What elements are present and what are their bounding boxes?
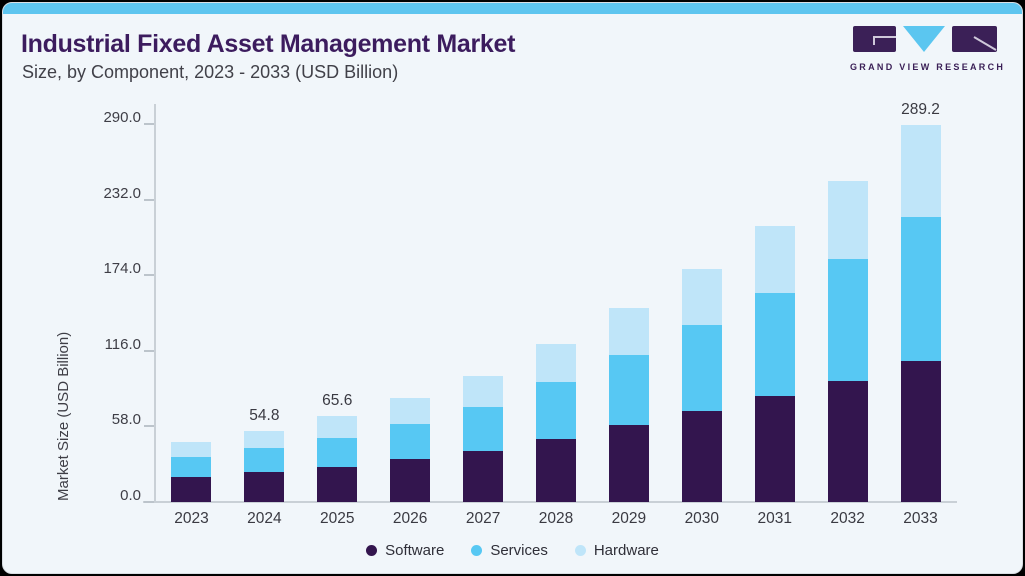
bar-2032 xyxy=(827,180,868,502)
y-tick-mark xyxy=(144,425,154,428)
bar-segment-2023-software xyxy=(171,476,212,502)
logo-g-glyph xyxy=(873,36,896,45)
bar-segment-2032-hardware xyxy=(827,180,868,260)
bar-segment-2024-software xyxy=(244,471,285,502)
gvr-logo-mark xyxy=(853,26,997,52)
bar-segment-2028-services xyxy=(536,382,576,440)
logo-r-glyph xyxy=(973,36,997,51)
bar-segment-2026-hardware xyxy=(390,397,431,424)
y-tick-mark xyxy=(144,501,154,503)
bar-2026 xyxy=(390,397,431,502)
bar-segment-2025-hardware xyxy=(317,416,358,438)
gvr-logo: GRAND VIEW RESEARCH xyxy=(850,23,1006,72)
x-tick-label-2033: 2033 xyxy=(903,510,938,527)
legend-dot-services xyxy=(471,545,483,556)
x-tick-label-2030: 2030 xyxy=(684,510,720,527)
x-tick-label-2031: 2031 xyxy=(757,510,792,527)
legend-item-services: Services xyxy=(471,542,548,559)
bar-segment-2029-services xyxy=(608,354,649,426)
y-axis-title: Market Size (USD Billion) xyxy=(55,331,72,501)
bar-segment-2023-services xyxy=(171,457,212,477)
bar-segment-2025-services xyxy=(317,437,358,467)
x-tick-label-2029: 2029 xyxy=(611,510,647,527)
bar-total-label-2033: 289.2 xyxy=(901,101,940,119)
logo-r-block xyxy=(952,26,997,52)
bar-2029 xyxy=(608,308,649,502)
bar-segment-2026-services xyxy=(390,423,431,460)
bar-2025 xyxy=(317,416,358,502)
y-tick-label: 290.0 xyxy=(103,109,141,126)
bar-2024 xyxy=(244,430,285,502)
bar-segment-2033-software xyxy=(900,361,941,502)
bar-segment-2027-software xyxy=(463,451,504,502)
bar-segment-2029-software xyxy=(608,425,649,502)
x-axis-baseline xyxy=(143,501,957,503)
bar-segment-2031-services xyxy=(754,292,795,397)
bar-segment-2033-hardware xyxy=(900,125,941,217)
logo-v-triangle xyxy=(903,26,945,52)
bar-2030 xyxy=(681,269,722,502)
legend-item-software: Software xyxy=(366,542,444,559)
legend-label: Hardware xyxy=(593,542,659,559)
bar-segment-2026-software xyxy=(390,459,431,502)
page-subtitle: Size, by Component, 2023 - 2033 (USD Bil… xyxy=(22,62,399,82)
bar-2033 xyxy=(900,125,941,502)
legend-dot-hardware xyxy=(574,545,586,556)
y-tick-mark xyxy=(144,274,154,277)
bar-segment-2030-hardware xyxy=(681,269,722,326)
top-accent-bar xyxy=(3,3,1022,14)
y-tick-label: 116.0 xyxy=(104,335,141,353)
bar-segment-2023-hardware xyxy=(171,442,212,458)
y-tick-label: 232.0 xyxy=(103,184,141,202)
y-tick-label: 174.0 xyxy=(103,260,141,278)
bar-2031 xyxy=(754,225,795,502)
y-tick-label: 58.0 xyxy=(111,411,141,429)
bar-segment-2031-hardware xyxy=(754,225,795,293)
legend: Software Services Hardware xyxy=(3,542,1022,559)
bar-segment-2024-hardware xyxy=(244,430,285,449)
bar-segment-2029-hardware xyxy=(608,308,649,355)
bar-segment-2028-hardware xyxy=(536,344,576,383)
y-axis-spine xyxy=(154,104,156,502)
bar-total-label-2024: 54.8 xyxy=(249,406,280,424)
legend-label: Software xyxy=(385,542,445,559)
bar-2028 xyxy=(536,344,576,502)
bar-total-label-2025: 65.6 xyxy=(322,392,353,410)
bar-segment-2025-software xyxy=(317,466,358,502)
legend-item-hardware: Hardware xyxy=(574,542,659,559)
bar-segment-2031-software xyxy=(754,396,795,502)
legend-dot-software xyxy=(366,545,378,556)
y-tick-mark xyxy=(144,123,154,125)
bar-segment-2032-services xyxy=(827,259,868,381)
bar-segment-2028-software xyxy=(536,439,576,502)
y-tick-label: 0.0 xyxy=(120,487,141,504)
y-tick-mark xyxy=(144,198,154,201)
stacked-bar-chart: Market Size (USD Billion) 0.0 58.0 116.0 17… xyxy=(3,3,1022,573)
bar-2027 xyxy=(463,375,504,502)
x-tick-label-2027: 2027 xyxy=(465,510,501,527)
bar-segment-2030-services xyxy=(681,325,722,412)
x-tick-label-2026: 2026 xyxy=(392,510,428,527)
bar-segment-2030-software xyxy=(681,411,722,502)
bar-segment-2033-services xyxy=(900,216,941,362)
bar-segment-2024-services xyxy=(244,448,285,472)
x-tick-label-2023: 2023 xyxy=(174,510,209,527)
x-tick-label-2024: 2024 xyxy=(247,510,282,527)
legend-label: Services xyxy=(490,542,548,559)
gvr-logo-text: GRAND VIEW RESEARCH xyxy=(850,62,1006,72)
x-tick-label-2032: 2032 xyxy=(830,510,865,527)
page-title: Industrial Fixed Asset Management Market xyxy=(21,30,516,58)
bar-segment-2027-hardware xyxy=(463,375,504,407)
y-tick-mark xyxy=(144,349,154,352)
bar-segment-2032-software xyxy=(827,380,868,502)
x-tick-label-2028: 2028 xyxy=(538,510,574,527)
bar-2023 xyxy=(171,442,212,502)
x-tick-label-2025: 2025 xyxy=(320,510,355,527)
bar-segment-2027-services xyxy=(463,406,504,452)
